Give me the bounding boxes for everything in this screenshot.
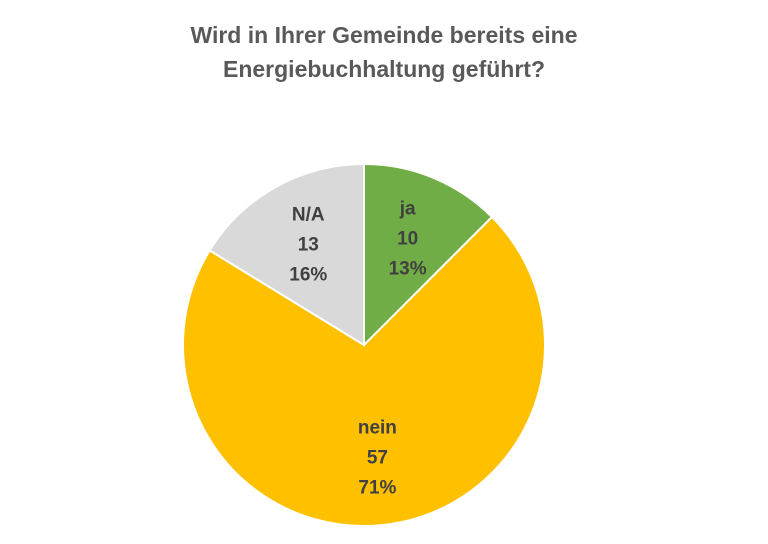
slice-value-label: 13 [298,235,319,256]
pie-slice [182,215,546,527]
slice-percent-label: 16% [289,265,327,286]
chart-title: Wird in Ihrer Gemeinde bereits eine Ener… [190,22,578,82]
slice-percent-label: 13% [389,259,427,280]
slice-category-label: N/A [292,205,325,226]
slice-value-label: 57 [367,447,388,468]
slice-percent-label: 71% [358,477,396,498]
slice-category-label: nein [358,417,397,438]
slice-value-label: 10 [397,229,418,250]
slice-category-label: ja [399,199,416,220]
pie-slice [363,162,494,348]
pie-slice [208,162,365,347]
